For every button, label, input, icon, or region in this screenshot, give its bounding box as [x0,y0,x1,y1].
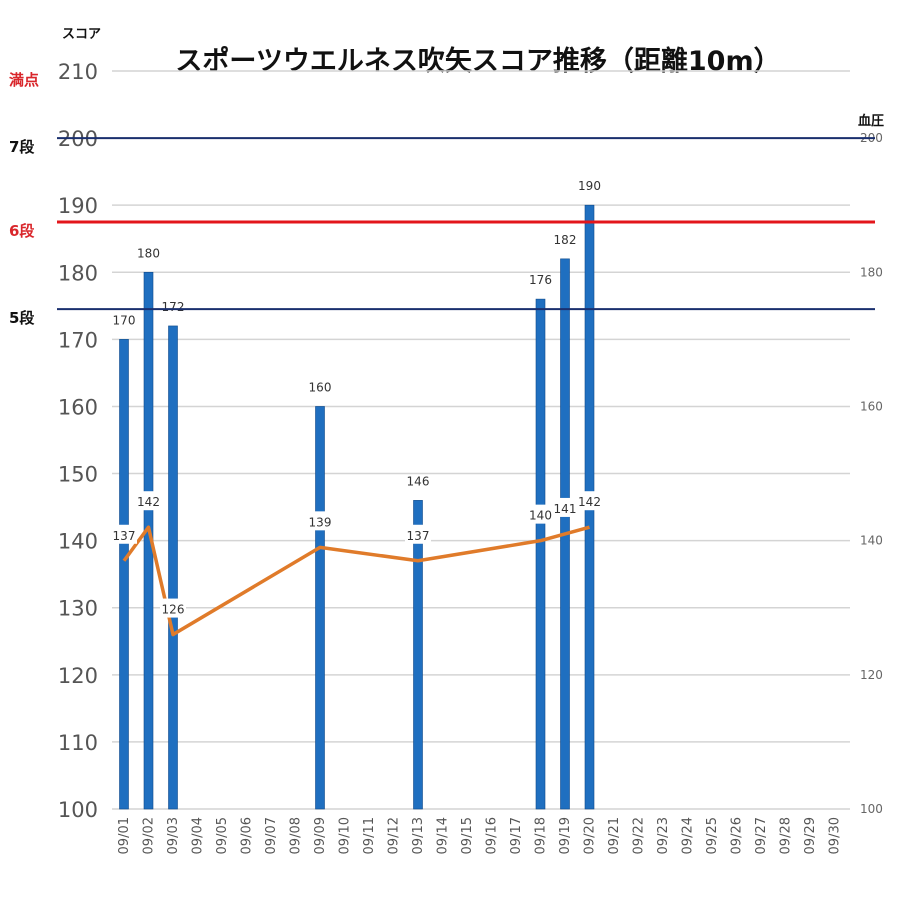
y-tick-label: 130 [58,597,98,621]
x-tick-label: 09/23 [656,817,671,854]
reference-label: 5段 [9,309,34,327]
y2-tick-label: 100 [860,802,883,816]
x-tick-label: 09/05 [215,817,230,854]
x-tick-label: 09/29 [803,817,818,854]
bar-value-label: 146 [407,474,430,488]
x-tick-label: 09/14 [436,817,451,854]
y-tick-label: 180 [58,261,98,285]
reference-label: 7段 [9,138,34,156]
reference-label: 6段 [9,222,34,240]
x-tick-label: 09/27 [754,817,769,854]
y-tick-label: 170 [58,328,98,352]
y-tick-label: 110 [58,731,98,755]
x-tick-label: 09/01 [117,817,132,854]
bar-value-label: 160 [309,380,332,394]
x-tick-label: 09/04 [191,817,206,854]
line-label-bg [135,491,162,511]
y2-tick-label: 160 [860,399,883,413]
x-tick-label: 09/24 [681,817,696,854]
chart-title: スポーツウエルネス吹矢スコア推移（距離10m） [175,45,780,77]
y-tick-label: 140 [58,530,98,554]
line-label-bg [111,524,137,544]
bar [413,500,423,810]
y2-axis-title: 血圧 [858,113,884,129]
bar-data-labels: 170 180 172 160 146 176 182 190 [113,179,601,488]
bar-value-label: 190 [578,179,601,193]
x-tick-label: 09/19 [558,817,573,854]
bar-value-label: 182 [554,233,577,247]
y-tick-label: 120 [58,664,98,688]
line-value-label: 142 [137,495,160,509]
gridlines [112,70,850,810]
x-tick-label: 09/02 [142,817,157,854]
x-tick-label: 09/21 [607,817,622,854]
bar-value-label: 172 [162,300,185,314]
x-tick-label: 09/03 [166,817,181,854]
line-label-bg [405,524,431,544]
y2-tick-label: 140 [860,534,883,548]
line-value-label: 137 [113,529,136,543]
y-tick-label: 150 [58,463,98,487]
x-axis-ticks: 09/01 09/02 09/03 09/04 09/05 09/06 09/07 09/08… [117,817,843,854]
line-label-bg [527,504,554,524]
x-tick-label: 09/30 [828,817,843,854]
bar [168,325,178,810]
y-tick-label: 210 [58,60,98,84]
bar-value-label: 170 [113,313,136,327]
line-value-label: 140 [529,509,552,523]
x-tick-label: 09/28 [779,817,794,854]
y-tick-label: 190 [58,194,98,218]
x-tick-label: 09/20 [583,817,598,854]
x-tick-label: 09/11 [362,817,377,854]
line-value-label: 142 [578,495,601,509]
bar-series [119,204,595,810]
line-path [122,525,590,637]
line-value-label: 137 [407,529,430,543]
x-tick-label: 09/10 [338,817,353,854]
line-value-label: 126 [162,603,185,617]
y2-tick-label: 120 [860,668,883,682]
bar [315,406,325,810]
y-axis-title: スコア [62,27,101,42]
line-label-bg [552,497,578,517]
x-tick-label: 09/12 [387,817,402,854]
line-value-label: 139 [309,515,332,529]
line-label-bg [576,491,603,511]
line-value-label: 141 [554,502,577,516]
x-tick-label: 09/13 [411,817,426,854]
x-tick-label: 09/07 [264,817,279,854]
line-label-bg [307,511,333,531]
x-tick-label: 09/09 [313,817,328,854]
x-tick-label: 09/26 [730,817,745,854]
x-tick-label: 09/22 [632,817,647,854]
x-tick-label: 09/15 [460,817,475,854]
line-label-bg [160,598,186,618]
y2-tick-label: 180 [860,265,883,279]
x-tick-label: 09/16 [485,817,500,854]
reference-lines: 満点 7段 6段 5段 [9,71,875,327]
reference-label: 満点 [9,71,39,89]
bar-value-label: 176 [529,273,552,287]
y-tick-label: 100 [58,798,98,822]
x-tick-label: 09/06 [240,817,255,854]
x-tick-label: 09/25 [705,817,720,854]
y-tick-label: 160 [58,395,98,419]
bar [119,339,129,810]
bar-value-label: 180 [137,246,160,260]
x-tick-label: 09/08 [289,817,304,854]
x-tick-label: 09/18 [534,817,549,854]
bar [535,298,546,810]
x-tick-label: 09/17 [509,817,524,854]
